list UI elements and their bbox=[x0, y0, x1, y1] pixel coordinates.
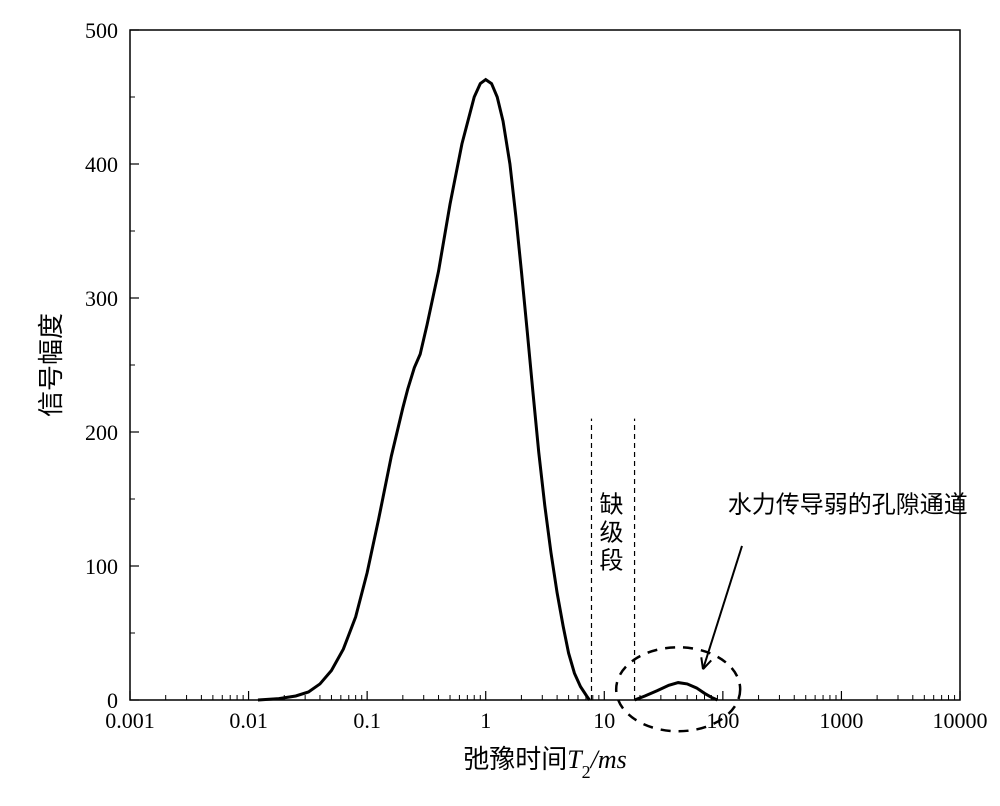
y-tick-label: 0 bbox=[107, 688, 118, 713]
y-tick-label: 200 bbox=[85, 420, 118, 445]
y-tick-label: 100 bbox=[85, 554, 118, 579]
x-tick-label: 0.1 bbox=[353, 708, 381, 733]
y-tick-label: 400 bbox=[85, 152, 118, 177]
series-main-peak bbox=[258, 80, 590, 700]
x-tick-label: 1 bbox=[480, 708, 491, 733]
x-tick-label: 10 bbox=[593, 708, 615, 733]
annotation-arrow bbox=[703, 546, 742, 669]
x-tick-label: 1000 bbox=[819, 708, 863, 733]
x-tick-label: 100 bbox=[706, 708, 739, 733]
gap-label-char: 级 bbox=[599, 519, 623, 546]
y-tick-label: 500 bbox=[85, 18, 118, 43]
chart-container: 0.0010.010.11101001000100000100200300400… bbox=[0, 0, 1000, 806]
chart-svg: 0.0010.010.11101001000100000100200300400… bbox=[0, 0, 1000, 806]
x-tick-label: 10000 bbox=[933, 708, 988, 733]
y-axis-title: 信号幅度 bbox=[37, 313, 66, 417]
x-axis-title: 弛豫时间T2/ms bbox=[463, 745, 627, 782]
plot-border bbox=[130, 30, 960, 700]
y-tick-label: 300 bbox=[85, 286, 118, 311]
gap-label-char: 缺 bbox=[599, 491, 623, 518]
weak-label: 水力传导弱的孔隙通道 bbox=[728, 491, 968, 518]
gap-label-char: 段 bbox=[599, 547, 623, 574]
x-tick-label: 0.01 bbox=[229, 708, 268, 733]
